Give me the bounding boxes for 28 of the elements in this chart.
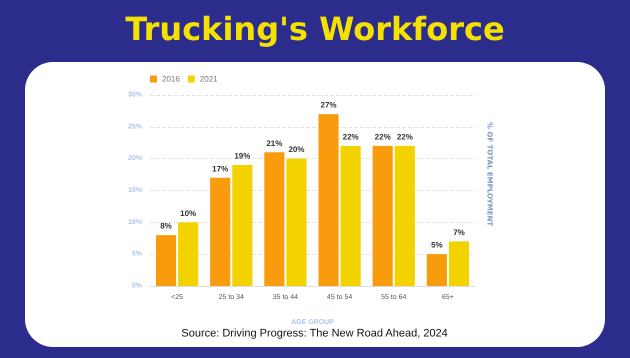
- bar: [448, 241, 470, 286]
- data-label: 20%: [288, 145, 304, 154]
- data-label: 5%: [431, 240, 443, 250]
- bar: [372, 146, 393, 286]
- data-label: 19%: [234, 152, 250, 161]
- bar: [264, 152, 284, 286]
- data-label: 8%: [160, 222, 172, 231]
- data-label: 27%: [320, 100, 337, 110]
- bar: [178, 222, 198, 286]
- legend-label: 2016: [162, 74, 180, 84]
- bar: [156, 235, 176, 286]
- data-label: 22%: [396, 132, 413, 142]
- chart-title: Trucking's Workforce: [124, 10, 506, 48]
- bar: [426, 254, 447, 286]
- data-label: 17%: [212, 164, 228, 174]
- data-label: 22%: [342, 132, 359, 142]
- data-label: 21%: [266, 138, 282, 148]
- source-note: Source: Driving Progress: The New Road Ahead, 2024: [181, 328, 448, 340]
- bar: [232, 165, 252, 286]
- bar: [318, 114, 339, 286]
- legend-label: 2021: [200, 74, 218, 84]
- data-label: 10%: [180, 208, 196, 218]
- bar: [286, 158, 307, 286]
- data-label: 22%: [374, 132, 391, 142]
- bar: [340, 146, 361, 286]
- data-label: 7%: [453, 228, 465, 237]
- bar: [210, 178, 230, 286]
- bar: [394, 146, 415, 286]
